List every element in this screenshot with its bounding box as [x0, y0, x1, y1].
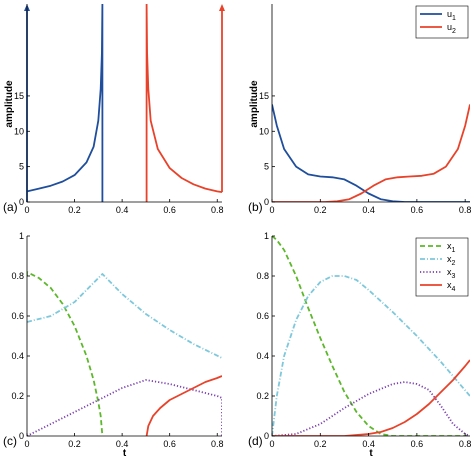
legend-entry-label: u1 [447, 9, 456, 22]
series-x4-line [145, 375, 222, 436]
x-axis-label: t [369, 448, 373, 459]
y-tick-label: 10 [259, 126, 269, 136]
x-axis-label: t [123, 448, 127, 459]
x-tick-label: 0 [269, 439, 274, 449]
x-tick-label: 0 [24, 205, 29, 215]
legend-entry-label: x4 [447, 280, 456, 293]
x-tick-label: 0.4 [116, 205, 129, 215]
x-tick-label: 0.6 [163, 205, 176, 215]
y-tick-label: 10 [14, 126, 24, 136]
y-tick-label: 0.8 [256, 271, 269, 281]
y-tick-label: 0 [19, 197, 24, 207]
y-tick-label: 0 [264, 197, 269, 207]
x-tick-label: 0 [269, 205, 274, 215]
y-tick-label: 15 [14, 91, 24, 101]
panel-label: (a) [3, 200, 18, 214]
y-axis-label: amplitude [249, 80, 260, 128]
x-tick-label: 0.4 [362, 205, 375, 215]
y-tick-label: 0.4 [11, 351, 24, 361]
y-axis-label: amplitude [4, 80, 15, 128]
panel-label: (c) [3, 434, 17, 448]
y-tick-label: 0.6 [256, 311, 269, 321]
series-u1-line [27, 4, 104, 202]
x-tick-label: 0 [24, 439, 29, 449]
legend-entry-label: u2 [447, 22, 456, 35]
x-tick-label: 0.2 [68, 205, 81, 215]
axes-frame [26, 4, 222, 203]
x-tick-label: 0.4 [116, 439, 129, 449]
y-tick-label: 1 [19, 231, 24, 241]
y-tick-label: 0 [264, 431, 269, 441]
x-tick-label: 0.4 [362, 439, 375, 449]
y-tick-label: 0.2 [256, 391, 269, 401]
series-x2-line [27, 273, 222, 359]
x-tick-label: 0.6 [411, 205, 424, 215]
x-tick-label: 0.8 [459, 205, 472, 215]
x-tick-label: 0.8 [459, 439, 472, 449]
y-tick-label: 0.8 [11, 271, 24, 281]
series-u2-line [272, 104, 470, 202]
x-tick-label: 0.2 [314, 205, 327, 215]
panel-label: (d) [248, 434, 263, 448]
u2-arrow-icon [219, 4, 225, 11]
legend-entry-label: x2 [447, 254, 456, 267]
y-tick-label: 5 [19, 162, 24, 172]
series-u2-line [145, 4, 222, 202]
axes-frame [26, 236, 222, 437]
series-x4-line [272, 359, 470, 436]
x-tick-label: 0.2 [314, 439, 327, 449]
y-tick-label: 0.4 [256, 351, 269, 361]
panel-3: 0 0.2 0.4 0.6 0.8 0 0.2 0.4 0.6 0.8 1 t (c) [3, 231, 224, 459]
legend-entry-label: x3 [447, 267, 456, 280]
series-u1-line [272, 104, 470, 202]
y-tick-label: 0 [19, 431, 24, 441]
series-x2-line [272, 275, 470, 436]
y-tick-label: 15 [259, 91, 269, 101]
series-x1-line [27, 271, 104, 436]
x-tick-label: 0.8 [211, 439, 224, 449]
y-tick-label: 0.6 [11, 311, 24, 321]
legend-entry-label: x1 [447, 241, 456, 254]
x-tick-label: 0.8 [211, 205, 224, 215]
y-tick-label: 1 [264, 231, 269, 241]
x-tick-label: 0.6 [411, 439, 424, 449]
y-tick-label: 5 [264, 162, 269, 172]
x-tick-label: 0.2 [68, 439, 81, 449]
series-x3-line [27, 379, 222, 436]
y-tick-label: 0.2 [11, 391, 24, 401]
x-tick-label: 0.6 [163, 439, 176, 449]
panel-label: (b) [248, 200, 263, 214]
